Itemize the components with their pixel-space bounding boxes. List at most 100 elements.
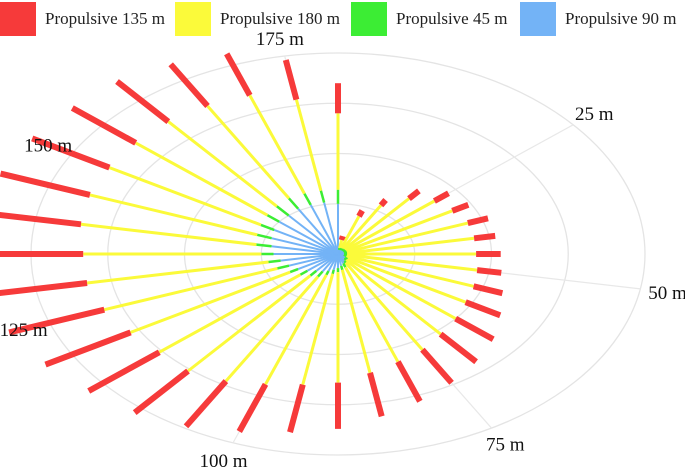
- bar-25m-propulsive-135-m: [432, 190, 450, 204]
- bar-10m-propulsive-135-m: [356, 209, 365, 218]
- bar-125m-propulsive-90-m: [288, 253, 339, 267]
- bar-105m-propulsive-45-m: [317, 270, 324, 278]
- legend-swatch-135: [0, 2, 36, 36]
- bar-165m-propulsive-90-m: [297, 208, 339, 255]
- bar-55m-propulsive-180-m: [346, 254, 474, 288]
- bar-85m-propulsive-180-m: [340, 269, 372, 374]
- bar-10m-propulsive-180-m: [339, 215, 361, 250]
- bar-175m-propulsive-180-m: [294, 99, 323, 192]
- bar-130m-propulsive-90-m: [280, 253, 339, 262]
- bar-75m-propulsive-180-m: [344, 261, 424, 351]
- bar-20m-propulsive-135-m: [407, 188, 421, 201]
- bar-65m-propulsive-135-m: [454, 315, 495, 342]
- bar-70m-propulsive-45-m: [343, 257, 347, 262]
- legend: Propulsive 135 m Propulsive 180 m Propul…: [0, 2, 685, 36]
- bar-140m-propulsive-135-m: [0, 211, 82, 228]
- angle-label: 25 m: [575, 104, 614, 125]
- legend-item-135[interactable]: Propulsive 135 m: [0, 2, 165, 36]
- bar-80m-propulsive-180-m: [344, 266, 400, 363]
- bar-145m-propulsive-90-m: [271, 237, 339, 255]
- bar-95m-propulsive-45-m: [331, 269, 335, 275]
- bar-75m-propulsive-135-m: [420, 347, 454, 385]
- bar-30m-propulsive-135-m: [451, 201, 470, 214]
- bar-25m-propulsive-180-m: [344, 199, 436, 252]
- bar-40m-propulsive-135-m: [473, 232, 496, 242]
- bar-85m-propulsive-135-m: [367, 372, 385, 418]
- bar-80m-propulsive-45-m: [342, 262, 347, 268]
- legend-item-90[interactable]: Propulsive 90 m: [520, 2, 676, 36]
- bar-50m-propulsive-135-m: [476, 267, 502, 276]
- bar-125m-propulsive-135-m: [8, 306, 105, 336]
- bar-145m-propulsive-135-m: [0, 170, 91, 198]
- bar-140m-propulsive-90-m: [271, 245, 339, 255]
- bar-140m-propulsive-180-m: [80, 222, 257, 247]
- bar-115m-propulsive-180-m: [158, 273, 302, 354]
- bar-110m-propulsive-135-m: [132, 368, 190, 415]
- bar-130m-propulsive-135-m: [0, 280, 88, 297]
- legend-swatch-90: [520, 2, 556, 36]
- bar-20m-propulsive-180-m: [342, 197, 410, 251]
- legend-swatch-180: [175, 2, 211, 36]
- bar-130m-propulsive-180-m: [86, 260, 269, 285]
- bar-65m-propulsive-180-m: [346, 257, 457, 320]
- angle-label: 100 m: [199, 451, 247, 467]
- bar-15m-propulsive-180-m: [341, 204, 383, 250]
- bar-155m-propulsive-180-m: [134, 141, 269, 217]
- bar-120m-propulsive-180-m: [130, 270, 291, 334]
- angle-labels: 25 m 50 m 75 m 100 m 125 m 150 m 175 m: [0, 29, 685, 467]
- bar-175m-propulsive-135-m: [282, 59, 300, 101]
- bar-175m-propulsive-90-m: [323, 202, 339, 255]
- bar-40m-propulsive-180-m: [346, 236, 475, 255]
- bar-15m-propulsive-135-m: [378, 198, 388, 208]
- legend-label-90: Propulsive 90 m: [565, 9, 677, 28]
- bar-110m-propulsive-180-m: [187, 274, 312, 373]
- bar-95m-propulsive-135-m: [287, 383, 306, 433]
- bar-160m-propulsive-45-m: [276, 205, 290, 217]
- bar-55m-propulsive-135-m: [472, 283, 504, 297]
- bar-group: [0, 52, 504, 433]
- bar-105m-propulsive-135-m: [183, 379, 229, 429]
- angle-label: 50 m: [648, 283, 685, 304]
- bar-150m-propulsive-45-m: [260, 223, 275, 232]
- bar-150m-propulsive-180-m: [108, 166, 262, 227]
- bar-150m-propulsive-135-m: [31, 135, 111, 171]
- bar-120m-propulsive-45-m: [289, 267, 299, 274]
- bar-150m-propulsive-90-m: [273, 228, 339, 255]
- bar-35m-propulsive-180-m: [346, 221, 469, 254]
- legend-label-180: Propulsive 180 m: [220, 9, 340, 28]
- legend-label-135: Propulsive 135 m: [45, 9, 165, 28]
- bar-160m-propulsive-180-m: [167, 120, 278, 208]
- bar-165m-propulsive-180-m: [206, 105, 291, 200]
- bar-115m-propulsive-135-m: [87, 349, 161, 394]
- legend-item-180[interactable]: Propulsive 180 m: [175, 2, 340, 36]
- bar-75m-propulsive-45-m: [343, 260, 347, 264]
- bar-60m-propulsive-135-m: [464, 299, 502, 319]
- bar-165m-propulsive-135-m: [168, 62, 210, 108]
- bar-170m-propulsive-180-m: [248, 94, 306, 195]
- bar-95m-propulsive-180-m: [301, 273, 335, 385]
- legend-item-45[interactable]: Propulsive 45 m: [351, 2, 507, 36]
- bar-100m-propulsive-45-m: [325, 270, 330, 276]
- bar-65m-propulsive-45-m: [344, 256, 349, 261]
- bar-170m-propulsive-90-m: [309, 204, 339, 255]
- angle-label: 75 m: [486, 435, 525, 456]
- angle-label: 125 m: [0, 320, 48, 341]
- legend-label-45: Propulsive 45 m: [396, 9, 508, 28]
- angle-label: 150 m: [24, 136, 72, 157]
- bar-125m-propulsive-180-m: [103, 266, 278, 312]
- bar-100m-propulsive-180-m: [264, 274, 328, 386]
- bar-70m-propulsive-180-m: [344, 259, 442, 336]
- angle-label: 175 m: [256, 29, 304, 50]
- bar-70m-propulsive-135-m: [438, 331, 478, 365]
- bar-170m-propulsive-135-m: [224, 52, 253, 97]
- bar-155m-propulsive-45-m: [266, 214, 280, 223]
- bar-105m-propulsive-180-m: [224, 275, 320, 383]
- bar-120m-propulsive-135-m: [44, 329, 132, 368]
- bar-5m-propulsive-180-m: [338, 239, 344, 249]
- bar-50m-propulsive-180-m: [346, 253, 478, 272]
- bar-5m-propulsive-135-m: [338, 235, 346, 241]
- bar-165m-propulsive-45-m: [287, 197, 300, 210]
- bar-125m-propulsive-45-m: [277, 264, 290, 270]
- bar-110m-propulsive-45-m: [309, 269, 318, 277]
